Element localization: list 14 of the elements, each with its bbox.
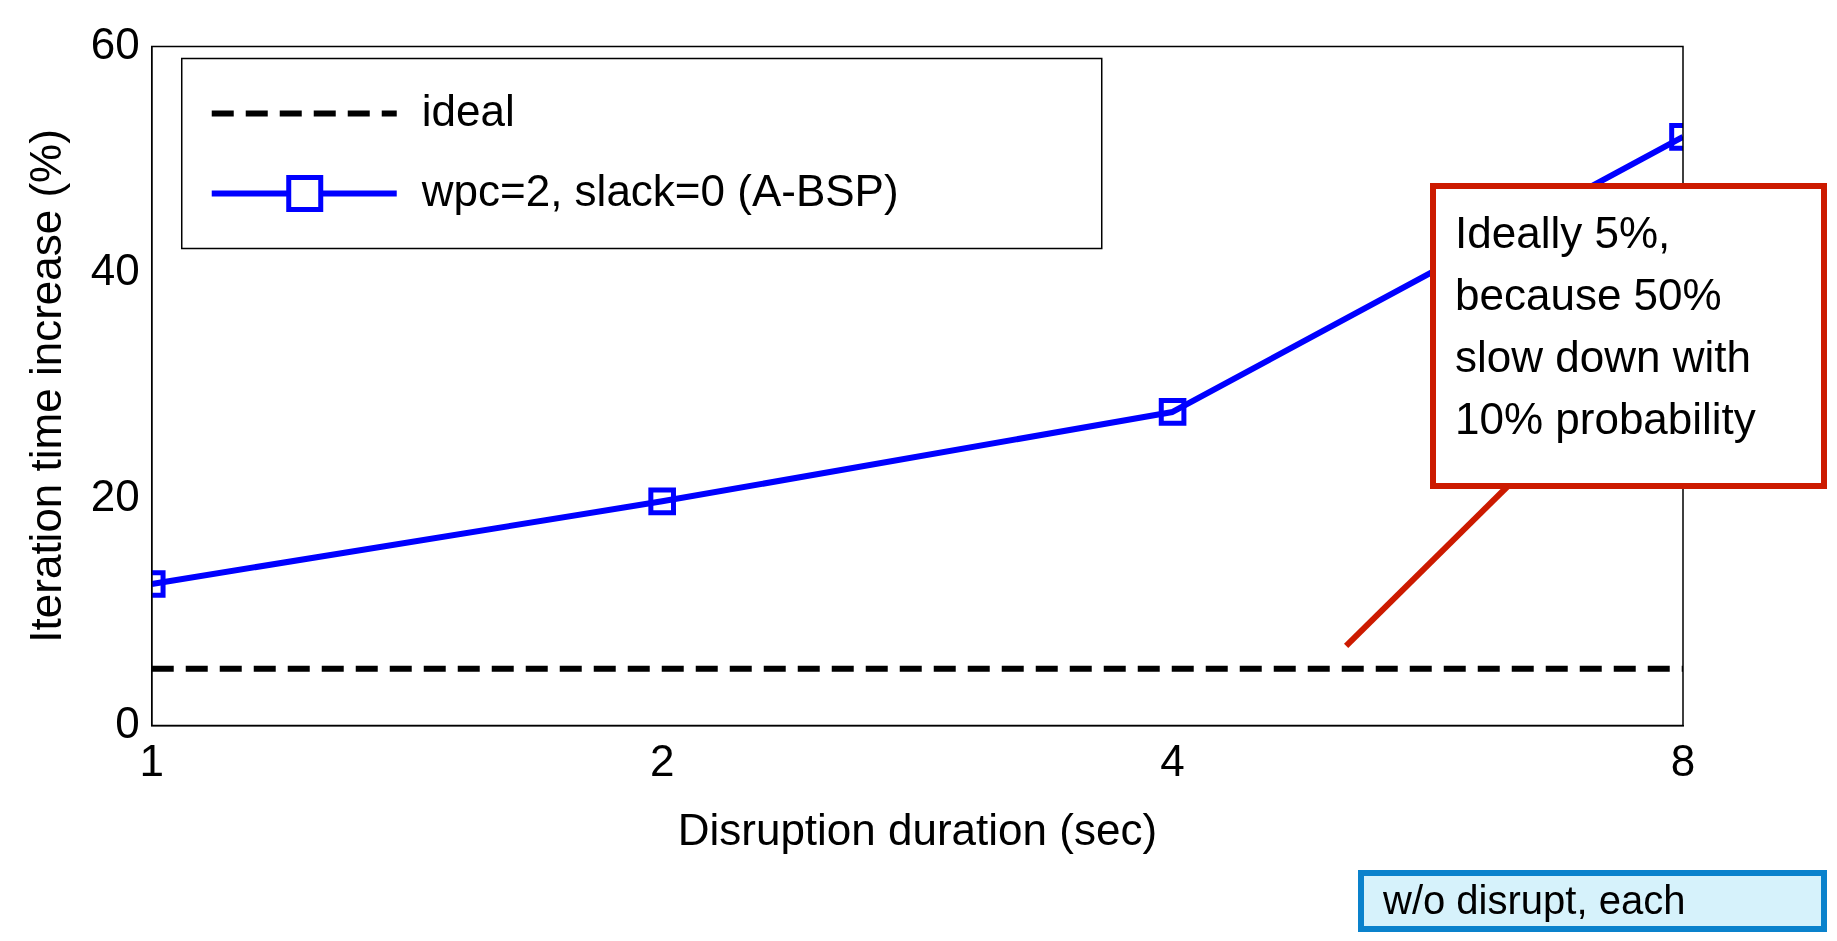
y-axis-title: Iteration time increase (%) xyxy=(20,129,70,643)
x-tick-label: 4 xyxy=(1160,735,1185,785)
legend-label: ideal xyxy=(421,85,515,135)
x-tick-label: 1 xyxy=(139,735,164,785)
x-tick-label: 2 xyxy=(649,735,675,785)
annotation: Ideally 5%, because 50% slow down with 10% probability xyxy=(1455,208,1756,444)
y-tick-label: 20 xyxy=(90,471,140,521)
text: w/o disrupt, each xyxy=(1382,878,1686,923)
legend-label: wpc=2, slack=0 (A-BSP) xyxy=(420,165,899,215)
y-tick-label: 60 xyxy=(90,18,140,68)
y-tick-label: 0 xyxy=(115,697,140,747)
x-tick-label: 8 xyxy=(1670,735,1696,785)
x-axis-title: Disruption duration (sec) xyxy=(677,804,1158,854)
y-tick-label: 40 xyxy=(90,244,140,294)
